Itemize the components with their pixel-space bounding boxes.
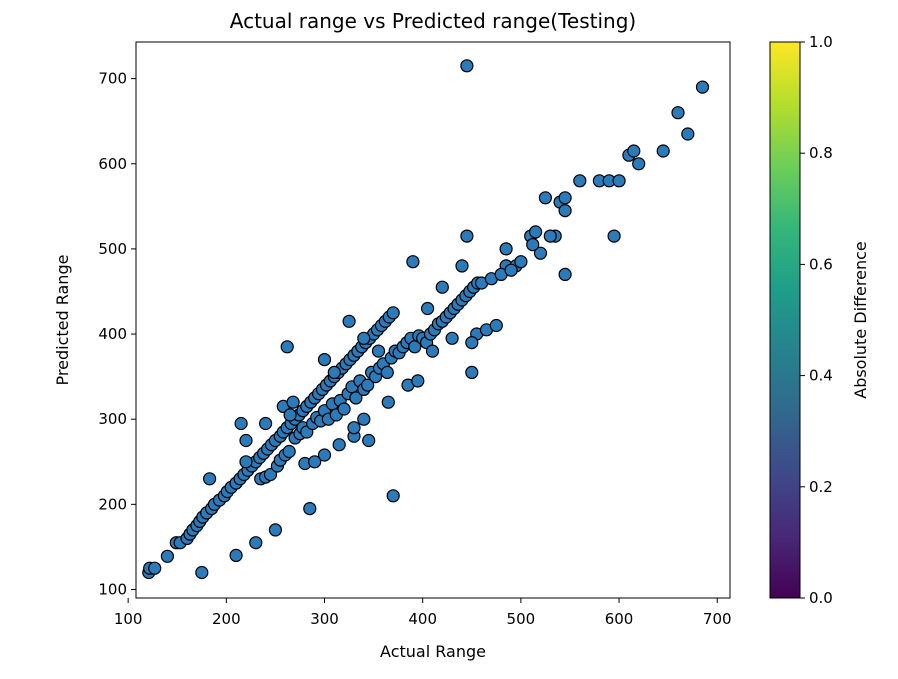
y-tick-label: 700 — [98, 70, 127, 88]
scatter-points — [142, 59, 710, 580]
data-point — [543, 229, 557, 243]
y-axis-label: Predicted Range — [53, 255, 72, 386]
colorbar-label: Absolute Difference — [851, 241, 870, 399]
data-point — [695, 80, 710, 94]
y-tick-label: 100 — [98, 580, 127, 598]
data-point — [349, 391, 363, 405]
x-tick-label: 400 — [408, 610, 437, 628]
data-point — [337, 402, 351, 416]
data-point — [465, 365, 479, 379]
data-point — [499, 242, 513, 256]
x-tick-label: 100 — [114, 610, 143, 628]
data-point — [558, 191, 572, 205]
data-point — [229, 548, 243, 563]
data-point — [380, 365, 394, 379]
data-point — [203, 472, 217, 486]
colorbar-tick-label: 0.2 — [809, 478, 833, 496]
data-point — [357, 412, 371, 426]
data-point — [268, 523, 282, 537]
colorbar — [769, 41, 801, 599]
data-point — [411, 374, 425, 388]
data-point — [465, 336, 479, 350]
y-tick-label: 300 — [98, 410, 127, 428]
data-point — [460, 229, 474, 243]
data-point — [332, 438, 346, 452]
y-axis-ticks: 100 200 300 400 500 600 700 — [98, 70, 136, 598]
data-point — [489, 318, 503, 333]
data-point — [303, 502, 317, 516]
data-point — [421, 301, 435, 316]
data-point — [681, 127, 695, 141]
data-point — [558, 267, 572, 281]
data-point — [627, 144, 641, 158]
colorbar-tick-label: 1.0 — [809, 33, 833, 51]
plot-area — [136, 42, 730, 598]
data-point — [573, 174, 587, 188]
data-point — [656, 144, 670, 158]
data-point — [234, 416, 248, 431]
plot-frame — [135, 41, 731, 599]
data-point — [148, 561, 162, 575]
colorbar-tick-label: 0.8 — [809, 144, 833, 162]
data-point — [671, 106, 685, 120]
data-point — [514, 255, 528, 269]
chart-title: Actual range vs Predicted range(Testing) — [230, 9, 636, 33]
colorbar-ticks: 0.0 0.2 0.4 0.6 0.8 1.0 — [800, 33, 833, 607]
data-point — [371, 344, 386, 358]
data-point — [317, 448, 332, 462]
data-point — [286, 395, 300, 409]
data-point — [538, 191, 553, 205]
data-point — [308, 455, 322, 469]
y-tick-label: 200 — [98, 495, 127, 513]
data-point — [612, 174, 626, 188]
data-point — [632, 157, 646, 171]
data-point — [386, 489, 400, 503]
x-axis-ticks: 100 200 300 400 500 600 700 — [114, 598, 732, 628]
data-point — [526, 238, 540, 252]
x-tick-label: 700 — [703, 610, 732, 628]
data-point — [317, 353, 332, 367]
data-point — [347, 421, 361, 435]
data-point — [406, 255, 420, 269]
data-point — [607, 229, 621, 243]
data-point — [455, 259, 469, 273]
y-tick-label: 600 — [98, 155, 127, 173]
data-point — [249, 536, 263, 550]
data-point — [283, 408, 297, 422]
data-point — [386, 306, 400, 320]
data-point — [528, 225, 543, 239]
data-point — [239, 433, 253, 448]
data-point — [435, 280, 449, 294]
data-point — [160, 549, 174, 563]
x-tick-label: 200 — [212, 610, 241, 628]
colorbar-tick-label: 0.0 — [809, 589, 833, 607]
data-point — [460, 59, 474, 73]
x-tick-label: 300 — [310, 610, 339, 628]
data-point — [558, 204, 572, 218]
data-point — [533, 246, 548, 260]
data-point — [362, 433, 376, 448]
data-point — [445, 331, 459, 345]
data-point — [263, 467, 278, 482]
data-point — [504, 263, 518, 277]
data-point — [195, 565, 209, 580]
colorbar-tick-label: 0.6 — [809, 255, 833, 273]
data-point — [280, 340, 294, 354]
data-point — [327, 365, 341, 379]
data-point — [381, 395, 395, 409]
data-point — [361, 378, 375, 392]
data-point — [342, 314, 356, 328]
data-point — [239, 455, 253, 469]
data-point — [282, 444, 296, 459]
x-tick-label: 500 — [507, 610, 536, 628]
x-tick-label: 600 — [605, 610, 634, 628]
data-point — [357, 331, 371, 345]
y-tick-label: 400 — [98, 325, 127, 343]
data-point — [425, 344, 440, 358]
data-point — [259, 416, 273, 431]
x-axis-label: Actual Range — [380, 642, 486, 661]
colorbar-tick-label: 0.4 — [809, 367, 833, 385]
y-tick-label: 500 — [98, 240, 127, 258]
